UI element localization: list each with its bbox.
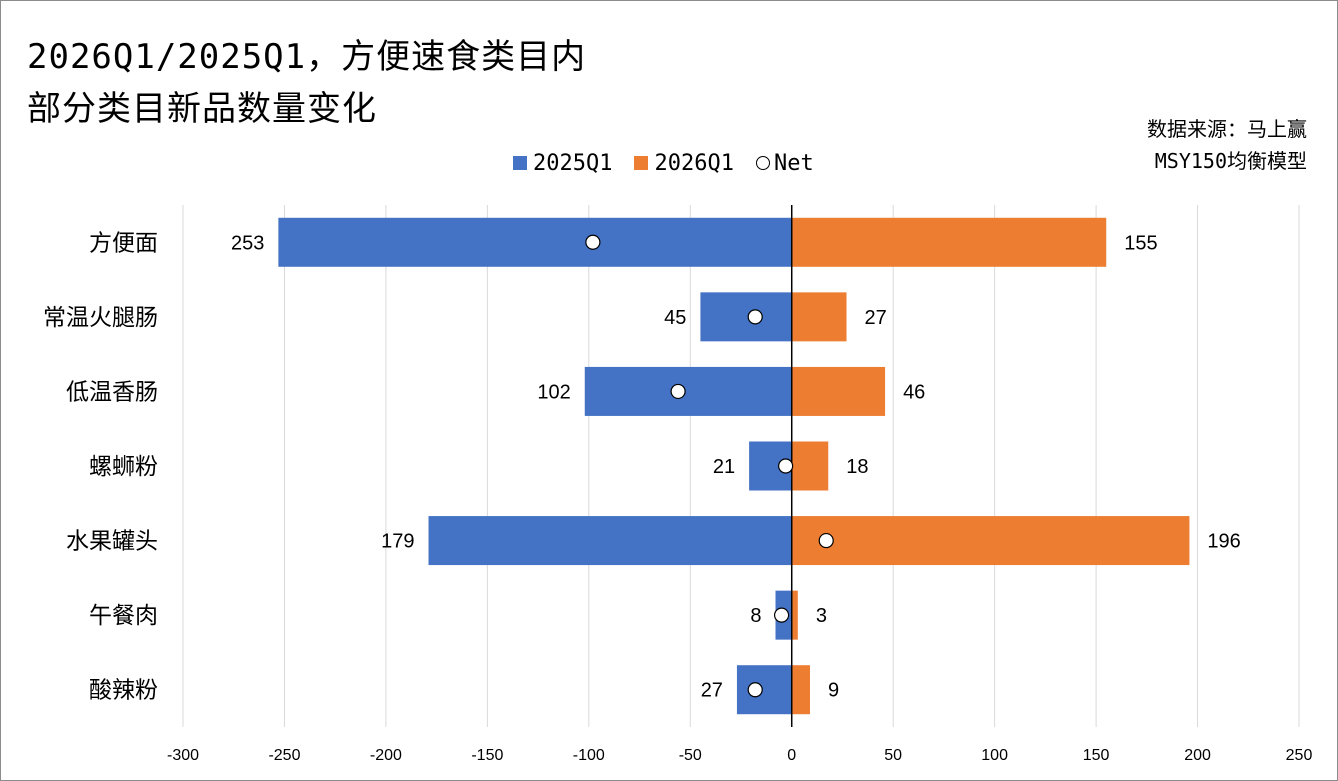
x-tick-label: -250 [268,747,300,764]
bar-2025q1 [278,217,792,267]
x-tick-label: -50 [679,747,702,764]
legend-swatch-2026q1 [634,156,649,170]
source-line2: MSY150均衡模型 [1154,149,1307,173]
data-label-2026q1: 18 [846,456,868,478]
bar-2026q1 [791,516,1190,566]
chart-title: 2026Q1/2025Q1，方便速食类目内 部分类目新品数量变化 [27,31,586,135]
net-marker [670,383,686,400]
data-source-note: 数据来源：马上赢 MSY150均衡模型 [1147,113,1307,177]
category-label: 螺蛳粉 [89,454,158,480]
data-label-2025q1: 102 [537,381,570,403]
bar-2025q1 [736,665,792,715]
category-label: 酸辣粉 [89,678,158,704]
category-label: 方便面 [89,230,158,256]
data-label-2026q1: 27 [865,307,887,329]
net-marker [818,532,834,549]
category-label: 低温香肠 [66,379,158,405]
data-label-2025q1: 45 [664,307,686,329]
data-label-2026q1: 3 [816,605,827,627]
category-label: 常温火腿肠 [43,305,158,331]
net-marker [585,234,601,250]
bar-2025q1 [584,366,792,416]
data-label-2026q1: 46 [903,381,925,403]
data-label-2025q1: 253 [231,232,264,254]
x-tick-label: 250 [1286,747,1313,764]
bar-2026q1 [791,366,886,416]
source-line1: 数据来源：马上赢 [1147,117,1307,141]
category-label: 午餐肉 [89,603,158,629]
data-label-2025q1: 8 [750,605,761,627]
bar-2026q1 [791,292,847,342]
data-label-2025q1: 27 [701,680,723,702]
data-label-2025q1: 21 [713,456,735,478]
legend-marker-net [755,156,770,170]
legend-label-2025q1: 2025Q1 [533,150,613,176]
x-tick-label: -100 [573,747,605,764]
legend: 2025Q1 2026Q1 Net [513,147,836,179]
data-label-2025q1: 179 [381,531,414,553]
legend-swatch-2025q1 [513,156,527,170]
x-tick-label: 100 [981,747,1008,764]
net-marker [747,682,763,698]
data-label-2026q1: 155 [1124,232,1157,254]
bar-2025q1 [700,292,792,342]
legend-label-2026q1: 2026Q1 [654,150,734,176]
bar-2025q1 [428,516,792,566]
x-tick-label: -300 [167,747,199,764]
x-tick-label: 50 [884,747,902,764]
x-tick-label: 150 [1083,747,1110,764]
data-label-2026q1: 196 [1207,531,1240,553]
category-label: 水果罐头 [66,529,158,555]
net-marker [773,607,790,623]
x-tick-label: -150 [471,747,503,764]
legend-item-2026q1: 2026Q1 [634,150,734,176]
x-tick-label: 200 [1184,747,1211,764]
bar-2026q1 [791,217,1107,267]
chart-title-line1: 2026Q1/2025Q1，方便速食类目内 [27,37,587,77]
legend-item-net: Net [755,150,814,176]
data-label-2026q1: 9 [828,680,839,702]
bar-2026q1 [791,665,810,715]
bar-2026q1 [791,441,829,491]
x-tick-label: -200 [370,747,402,764]
net-marker [778,458,794,474]
x-tick-label: 0 [787,747,796,764]
legend-item-2025q1: 2025Q1 [513,151,612,176]
chart-title-line2: 部分类目新品数量变化 [27,89,377,129]
legend-label-net: Net [773,150,814,176]
net-marker [747,309,763,325]
bar-2026q1 [791,590,798,640]
